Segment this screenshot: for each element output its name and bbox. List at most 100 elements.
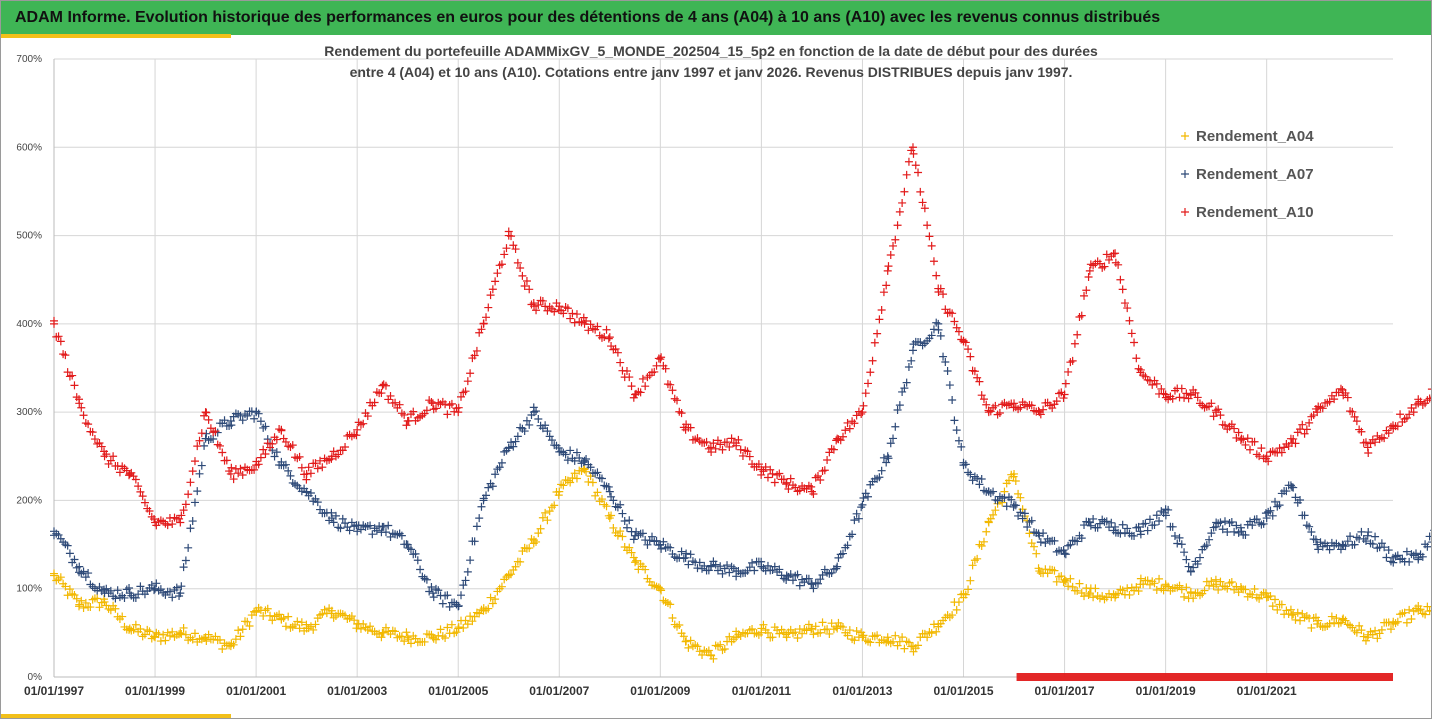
data-point-interp <box>750 566 759 575</box>
data-point-interp <box>263 604 272 613</box>
data-point-interp <box>763 628 772 637</box>
data-point-interp <box>1136 574 1145 583</box>
data-point-interp <box>738 451 747 460</box>
data-point-interp <box>118 612 127 621</box>
data-point-interp <box>795 581 804 590</box>
data-point-interp <box>748 625 757 634</box>
data-point-interp <box>952 605 961 614</box>
data-point-interp <box>864 492 873 501</box>
data-point-interp <box>763 561 772 570</box>
data-point-interp <box>204 630 213 639</box>
data-point-interp <box>686 636 695 645</box>
data-point-interp <box>1350 412 1359 421</box>
data-point-interp <box>1082 286 1091 295</box>
data-point-interp <box>261 422 270 431</box>
data-point-interp <box>65 549 74 558</box>
data-point-interp <box>63 591 72 600</box>
data-point-interp <box>668 386 677 395</box>
data-point-interp <box>1325 619 1334 628</box>
data-point-interp <box>859 494 868 503</box>
data-point-interp <box>175 591 184 600</box>
data-point-interp <box>302 475 311 484</box>
data-point-interp <box>1316 538 1325 547</box>
data-point-interp <box>889 637 898 646</box>
data-point-interp <box>86 603 95 612</box>
data-point-interp <box>1155 516 1164 525</box>
data-point-interp <box>638 529 647 538</box>
data-point-interp <box>704 566 713 575</box>
data-point-interp <box>991 506 1000 515</box>
data-point-interp <box>304 463 313 472</box>
scatter-chart: 0% 100% 200% 300% 400% 500% 600% 700% 01/01/199… <box>16 43 1431 698</box>
data-point-interp <box>1130 338 1139 347</box>
data-point-interp <box>754 460 763 469</box>
data-point-interp <box>400 410 409 419</box>
data-point-interp <box>334 450 343 459</box>
data-point-interp <box>1134 522 1143 531</box>
data-point-interp <box>886 439 895 448</box>
data-point-interp <box>252 608 261 617</box>
data-point-interp <box>441 400 450 409</box>
data-point-interp <box>466 556 475 565</box>
data-point-interp <box>379 522 388 531</box>
data-point-interp <box>964 585 973 594</box>
data-point-interp <box>977 541 986 550</box>
data-point-interp <box>1155 574 1164 583</box>
data-point-interp <box>961 460 970 469</box>
data-point-interp <box>525 420 534 429</box>
data-point-interp <box>716 440 725 449</box>
data-point-interp <box>1000 493 1009 502</box>
data-point <box>656 584 665 593</box>
data-point-interp <box>1273 605 1282 614</box>
data-point-interp <box>1123 524 1132 533</box>
data-point-interp <box>673 396 682 405</box>
data-point-interp <box>1177 384 1186 393</box>
data-point-interp <box>352 624 361 633</box>
data-point-interp <box>711 444 720 453</box>
data-point-interp <box>895 637 904 646</box>
data-point-interp <box>209 434 218 443</box>
data-point-interp <box>795 486 804 495</box>
data-point-interp <box>1241 531 1250 539</box>
data-point-interp <box>932 627 941 636</box>
data-point-interp <box>75 602 84 611</box>
data-point-interp <box>329 518 338 527</box>
data-point-interp <box>941 358 950 367</box>
data-point-interp <box>136 582 145 591</box>
data-point-interp <box>1373 634 1382 643</box>
data-point-interp <box>582 455 591 464</box>
data-point-interp <box>948 396 957 405</box>
data-point-interp <box>95 582 104 591</box>
data-point-interp <box>1027 516 1036 525</box>
data-point-interp <box>1116 529 1125 538</box>
data-point-interp <box>602 502 611 511</box>
data-point-interp <box>395 400 404 409</box>
legend-marker <box>1181 208 1189 216</box>
data-point-interp <box>873 329 882 338</box>
data-point-interp <box>873 631 882 640</box>
data-point-interp <box>538 513 547 522</box>
data-point-interp <box>652 361 661 370</box>
data-point-interp <box>745 563 754 572</box>
data-point-interp <box>65 585 74 594</box>
data-point-interp <box>593 322 602 331</box>
data-point-interp <box>597 495 606 504</box>
data-point-interp <box>234 469 243 478</box>
data-point-interp <box>1123 584 1132 593</box>
data-point-interp <box>379 628 388 637</box>
data-point <box>403 633 412 642</box>
data-point-interp <box>1427 610 1431 612</box>
data-point-interp <box>757 557 766 566</box>
data-point-interp <box>404 416 413 425</box>
x-tick-label: 01/01/2021 <box>1237 684 1297 698</box>
data-point-interp <box>516 264 525 273</box>
x-tick-label: 01/01/2013 <box>832 684 892 698</box>
data-point-interp <box>470 612 479 621</box>
data-point-interp <box>186 478 195 487</box>
data-point-interp <box>1152 585 1161 594</box>
data-point-interp <box>1095 519 1104 528</box>
data-point-interp <box>1184 562 1193 571</box>
data-point-interp <box>1066 574 1075 583</box>
data-point-interp <box>616 500 625 509</box>
data-point-interp <box>1173 539 1182 548</box>
